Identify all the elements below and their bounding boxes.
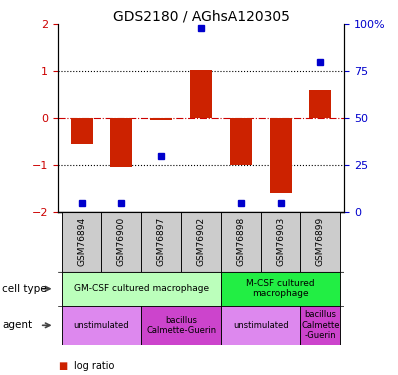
- Text: GSM76899: GSM76899: [316, 217, 325, 267]
- Bar: [62, 212, 101, 272]
- Text: GM-CSF cultured macrophage: GM-CSF cultured macrophage: [74, 284, 209, 293]
- Bar: [141, 306, 221, 345]
- Bar: [181, 212, 221, 272]
- Text: unstimulated: unstimulated: [233, 321, 289, 330]
- Text: GSM76902: GSM76902: [197, 217, 205, 266]
- Text: GSM76898: GSM76898: [236, 217, 245, 267]
- Text: ■: ■: [58, 361, 67, 370]
- Text: bacillus
Calmette
-Guerin: bacillus Calmette -Guerin: [301, 310, 339, 340]
- Bar: [190, 70, 212, 118]
- Bar: [261, 212, 300, 272]
- Text: bacillus
Calmette-Guerin: bacillus Calmette-Guerin: [146, 316, 216, 335]
- Text: GSM76903: GSM76903: [276, 217, 285, 267]
- Bar: [221, 272, 340, 306]
- Text: unstimulated: unstimulated: [74, 321, 129, 330]
- Text: cell type: cell type: [2, 284, 47, 294]
- Bar: [300, 306, 340, 345]
- Text: GSM76900: GSM76900: [117, 217, 126, 267]
- Text: GSM76897: GSM76897: [157, 217, 166, 267]
- Text: agent: agent: [2, 320, 32, 330]
- Bar: [141, 212, 181, 272]
- Bar: [62, 306, 141, 345]
- Bar: [310, 90, 331, 118]
- Bar: [221, 212, 261, 272]
- Title: GDS2180 / AGhsA120305: GDS2180 / AGhsA120305: [113, 9, 289, 23]
- Text: M-CSF cultured
macrophage: M-CSF cultured macrophage: [246, 279, 315, 298]
- Bar: [230, 118, 252, 165]
- Bar: [270, 118, 291, 193]
- Bar: [221, 306, 300, 345]
- Bar: [150, 118, 172, 120]
- Bar: [300, 212, 340, 272]
- Text: log ratio: log ratio: [74, 361, 114, 370]
- Bar: [70, 118, 92, 144]
- Bar: [62, 272, 221, 306]
- Bar: [101, 212, 141, 272]
- Text: GSM76894: GSM76894: [77, 217, 86, 266]
- Bar: [110, 118, 132, 167]
